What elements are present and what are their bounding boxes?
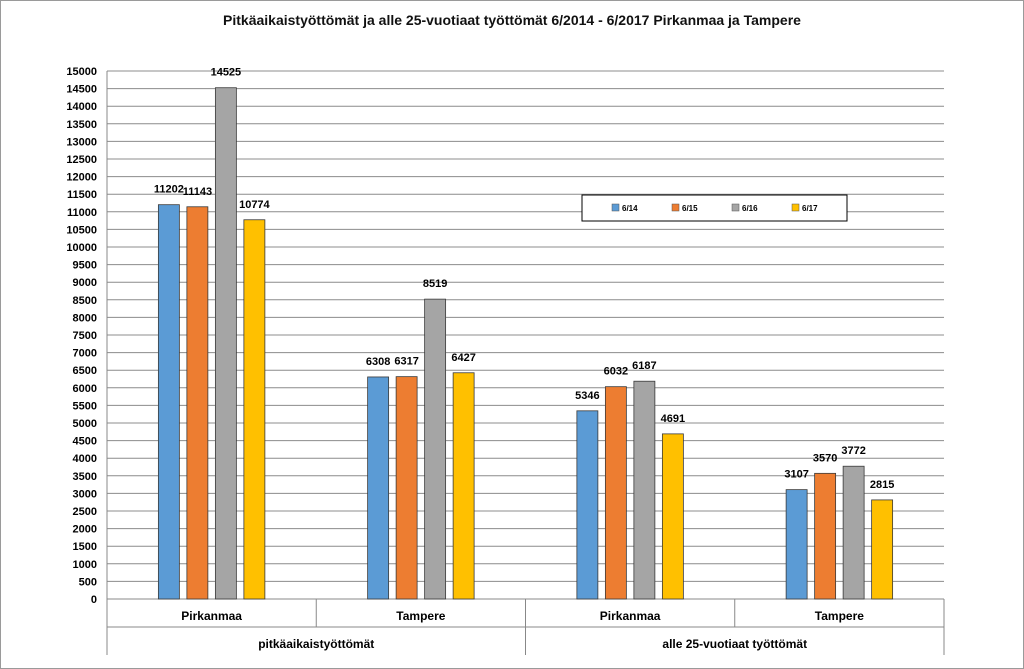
y-tick-label: 10000 [66,242,97,254]
y-tick-label: 13000 [66,136,97,148]
bar [424,298,447,600]
legend-label: 6/15 [682,204,698,213]
legend-label: 6/16 [742,204,758,213]
y-tick-label: 8500 [73,295,97,307]
y-tick-label: 3500 [73,471,97,483]
data-label: 6032 [604,366,628,378]
data-label: 4691 [661,413,685,425]
y-tick-label: 6500 [73,365,97,377]
y-tick-label: 0 [91,594,97,606]
bar [785,489,808,600]
y-tick-label: 12500 [66,154,97,166]
bar [214,87,237,600]
data-label: 6308 [366,356,390,368]
data-label: 3570 [813,452,837,464]
y-tick-label: 2500 [73,506,97,518]
category-label: Pirkanmaa [181,609,242,623]
y-tick-label: 10500 [66,224,97,236]
bar [604,386,627,600]
bar [395,376,418,600]
y-tick-label: 13500 [66,119,97,131]
bar [871,499,894,600]
y-tick-label: 5000 [73,418,97,430]
bar [576,410,599,600]
y-tick-label: 9500 [73,260,97,272]
bar [157,204,180,600]
bar [186,206,209,600]
data-label: 11202 [154,184,184,196]
y-tick-label: 14000 [66,101,97,113]
bar [243,219,266,600]
data-label: 6427 [451,352,475,364]
bar [452,372,475,600]
y-tick-label: 4500 [73,436,97,448]
data-label: 6187 [632,360,656,372]
data-label: 5346 [575,390,599,402]
y-tick-label: 1000 [73,559,97,571]
y-tick-label: 7500 [73,330,97,342]
y-tick-label: 14500 [66,84,97,96]
y-tick-label: 2000 [73,524,97,536]
legend-swatch [731,203,740,212]
y-tick-label: 7000 [73,348,97,360]
legend-swatch [791,203,800,212]
data-label: 3772 [841,445,865,457]
bar [814,472,837,600]
data-label: 3107 [784,469,808,481]
legend-label: 6/14 [622,204,638,213]
y-tick-label: 1500 [73,541,97,553]
data-label: 8519 [423,278,447,290]
bar [842,465,865,600]
y-tick-label: 3000 [73,488,97,500]
data-label: 10774 [239,199,270,211]
y-tick-label: 15000 [66,66,97,78]
data-label: 11143 [183,186,212,198]
y-tick-label: 12000 [66,172,97,184]
y-tick-label: 11000 [67,207,97,219]
data-label: 14525 [211,67,242,79]
y-tick-label: 5500 [73,400,97,412]
y-tick-label: 4000 [73,453,97,465]
group-label: pitkäaikaistyöttömät [258,637,374,651]
y-tick-label: 6000 [73,383,97,395]
data-label: 2815 [870,479,894,491]
group-label: alle 25-vuotiaat työttömät [662,637,807,651]
category-label: Tampere [396,609,445,623]
bar [633,380,656,600]
y-tick-label: 11500 [67,189,97,201]
legend-box [581,194,848,222]
legend-swatch [611,203,620,212]
category-label: Pirkanmaa [600,609,661,623]
chart-title: Pitkäaikaistyöttömät ja alle 25-vuotiaat… [223,12,801,28]
category-label: Tampere [815,609,864,623]
y-tick-label: 500 [79,576,97,588]
legend-swatch [671,203,680,212]
y-tick-label: 8000 [73,312,97,324]
data-label: 6317 [394,356,418,368]
y-tick-label: 9000 [73,277,97,289]
bar [367,376,390,600]
legend-label: 6/17 [802,204,818,213]
bar [661,433,684,600]
